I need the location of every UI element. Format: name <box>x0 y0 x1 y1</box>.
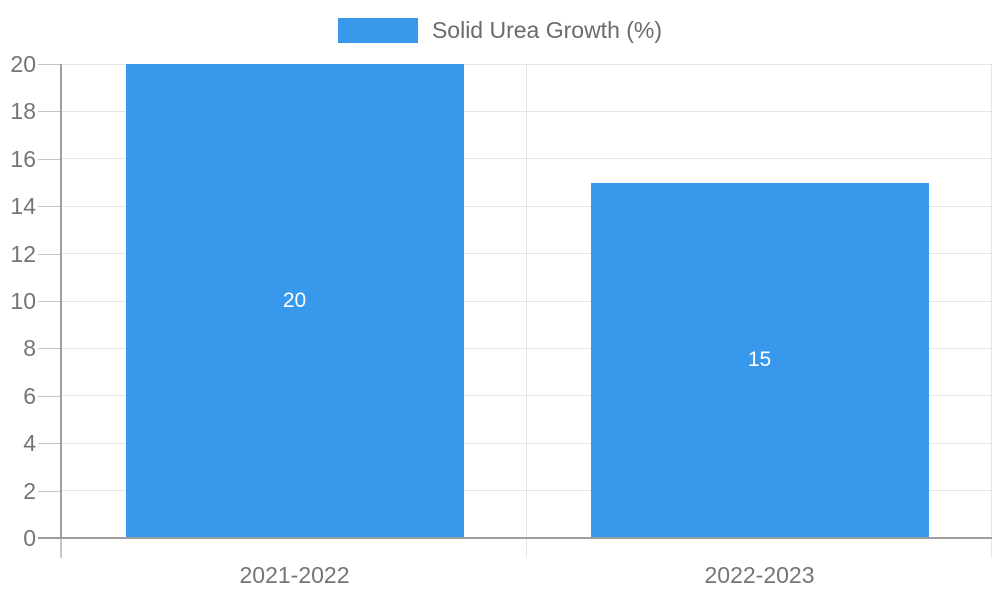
y-gridline <box>62 490 992 492</box>
y-tick-label: 4 <box>23 430 36 457</box>
y-gridline <box>62 205 992 207</box>
y-tick <box>38 158 60 160</box>
y-tick-label: 6 <box>23 382 36 409</box>
y-tick-label: 20 <box>10 51 36 77</box>
x-category-tick <box>526 539 527 558</box>
y-tick <box>38 206 60 208</box>
bar[interactable]: 20 <box>125 64 464 538</box>
y-tick <box>38 301 60 302</box>
chart-legend: Solid Urea Growth (%) <box>0 16 1000 44</box>
bar[interactable]: 15 <box>590 182 929 538</box>
y-tick <box>38 253 60 255</box>
y-gridline <box>62 442 992 444</box>
y-gridline <box>62 347 992 349</box>
y-tick <box>38 490 60 492</box>
y-tick <box>38 348 60 350</box>
category-separator <box>526 64 527 538</box>
y-tick <box>38 111 60 113</box>
y-gridline <box>62 64 992 65</box>
y-tick-label: 8 <box>23 335 36 362</box>
y-tick-label: 16 <box>10 145 36 172</box>
y-tick-label: 18 <box>10 98 36 125</box>
y-gridline <box>62 395 992 397</box>
y-gridline <box>62 158 992 160</box>
y-axis-line-extension <box>60 539 62 558</box>
x-category-tick <box>991 539 992 558</box>
y-gridline <box>62 253 992 255</box>
y-tick-label: 14 <box>10 193 36 220</box>
x-axis-baseline <box>38 537 992 539</box>
y-tick-label: 12 <box>10 240 36 267</box>
plot-area: 20 15 <box>62 64 992 538</box>
x-category-label: 2022-2023 <box>704 562 815 588</box>
y-gridline <box>62 300 992 302</box>
y-tick-label: 10 <box>10 288 36 314</box>
bar-value-label: 15 <box>747 348 772 372</box>
y-tick-label: 0 <box>23 525 36 551</box>
category-separator <box>991 64 992 538</box>
y-tick <box>38 395 60 397</box>
legend-label: Solid Urea Growth (%) <box>431 16 663 43</box>
y-tick <box>38 443 60 445</box>
y-axis-line <box>60 64 62 539</box>
y-gridline <box>62 110 992 112</box>
y-tick <box>38 64 60 65</box>
x-category-label: 2021-2022 <box>239 562 350 588</box>
y-tick-label: 2 <box>23 477 36 504</box>
legend-swatch <box>337 17 418 43</box>
bar-value-label: 20 <box>282 289 307 312</box>
